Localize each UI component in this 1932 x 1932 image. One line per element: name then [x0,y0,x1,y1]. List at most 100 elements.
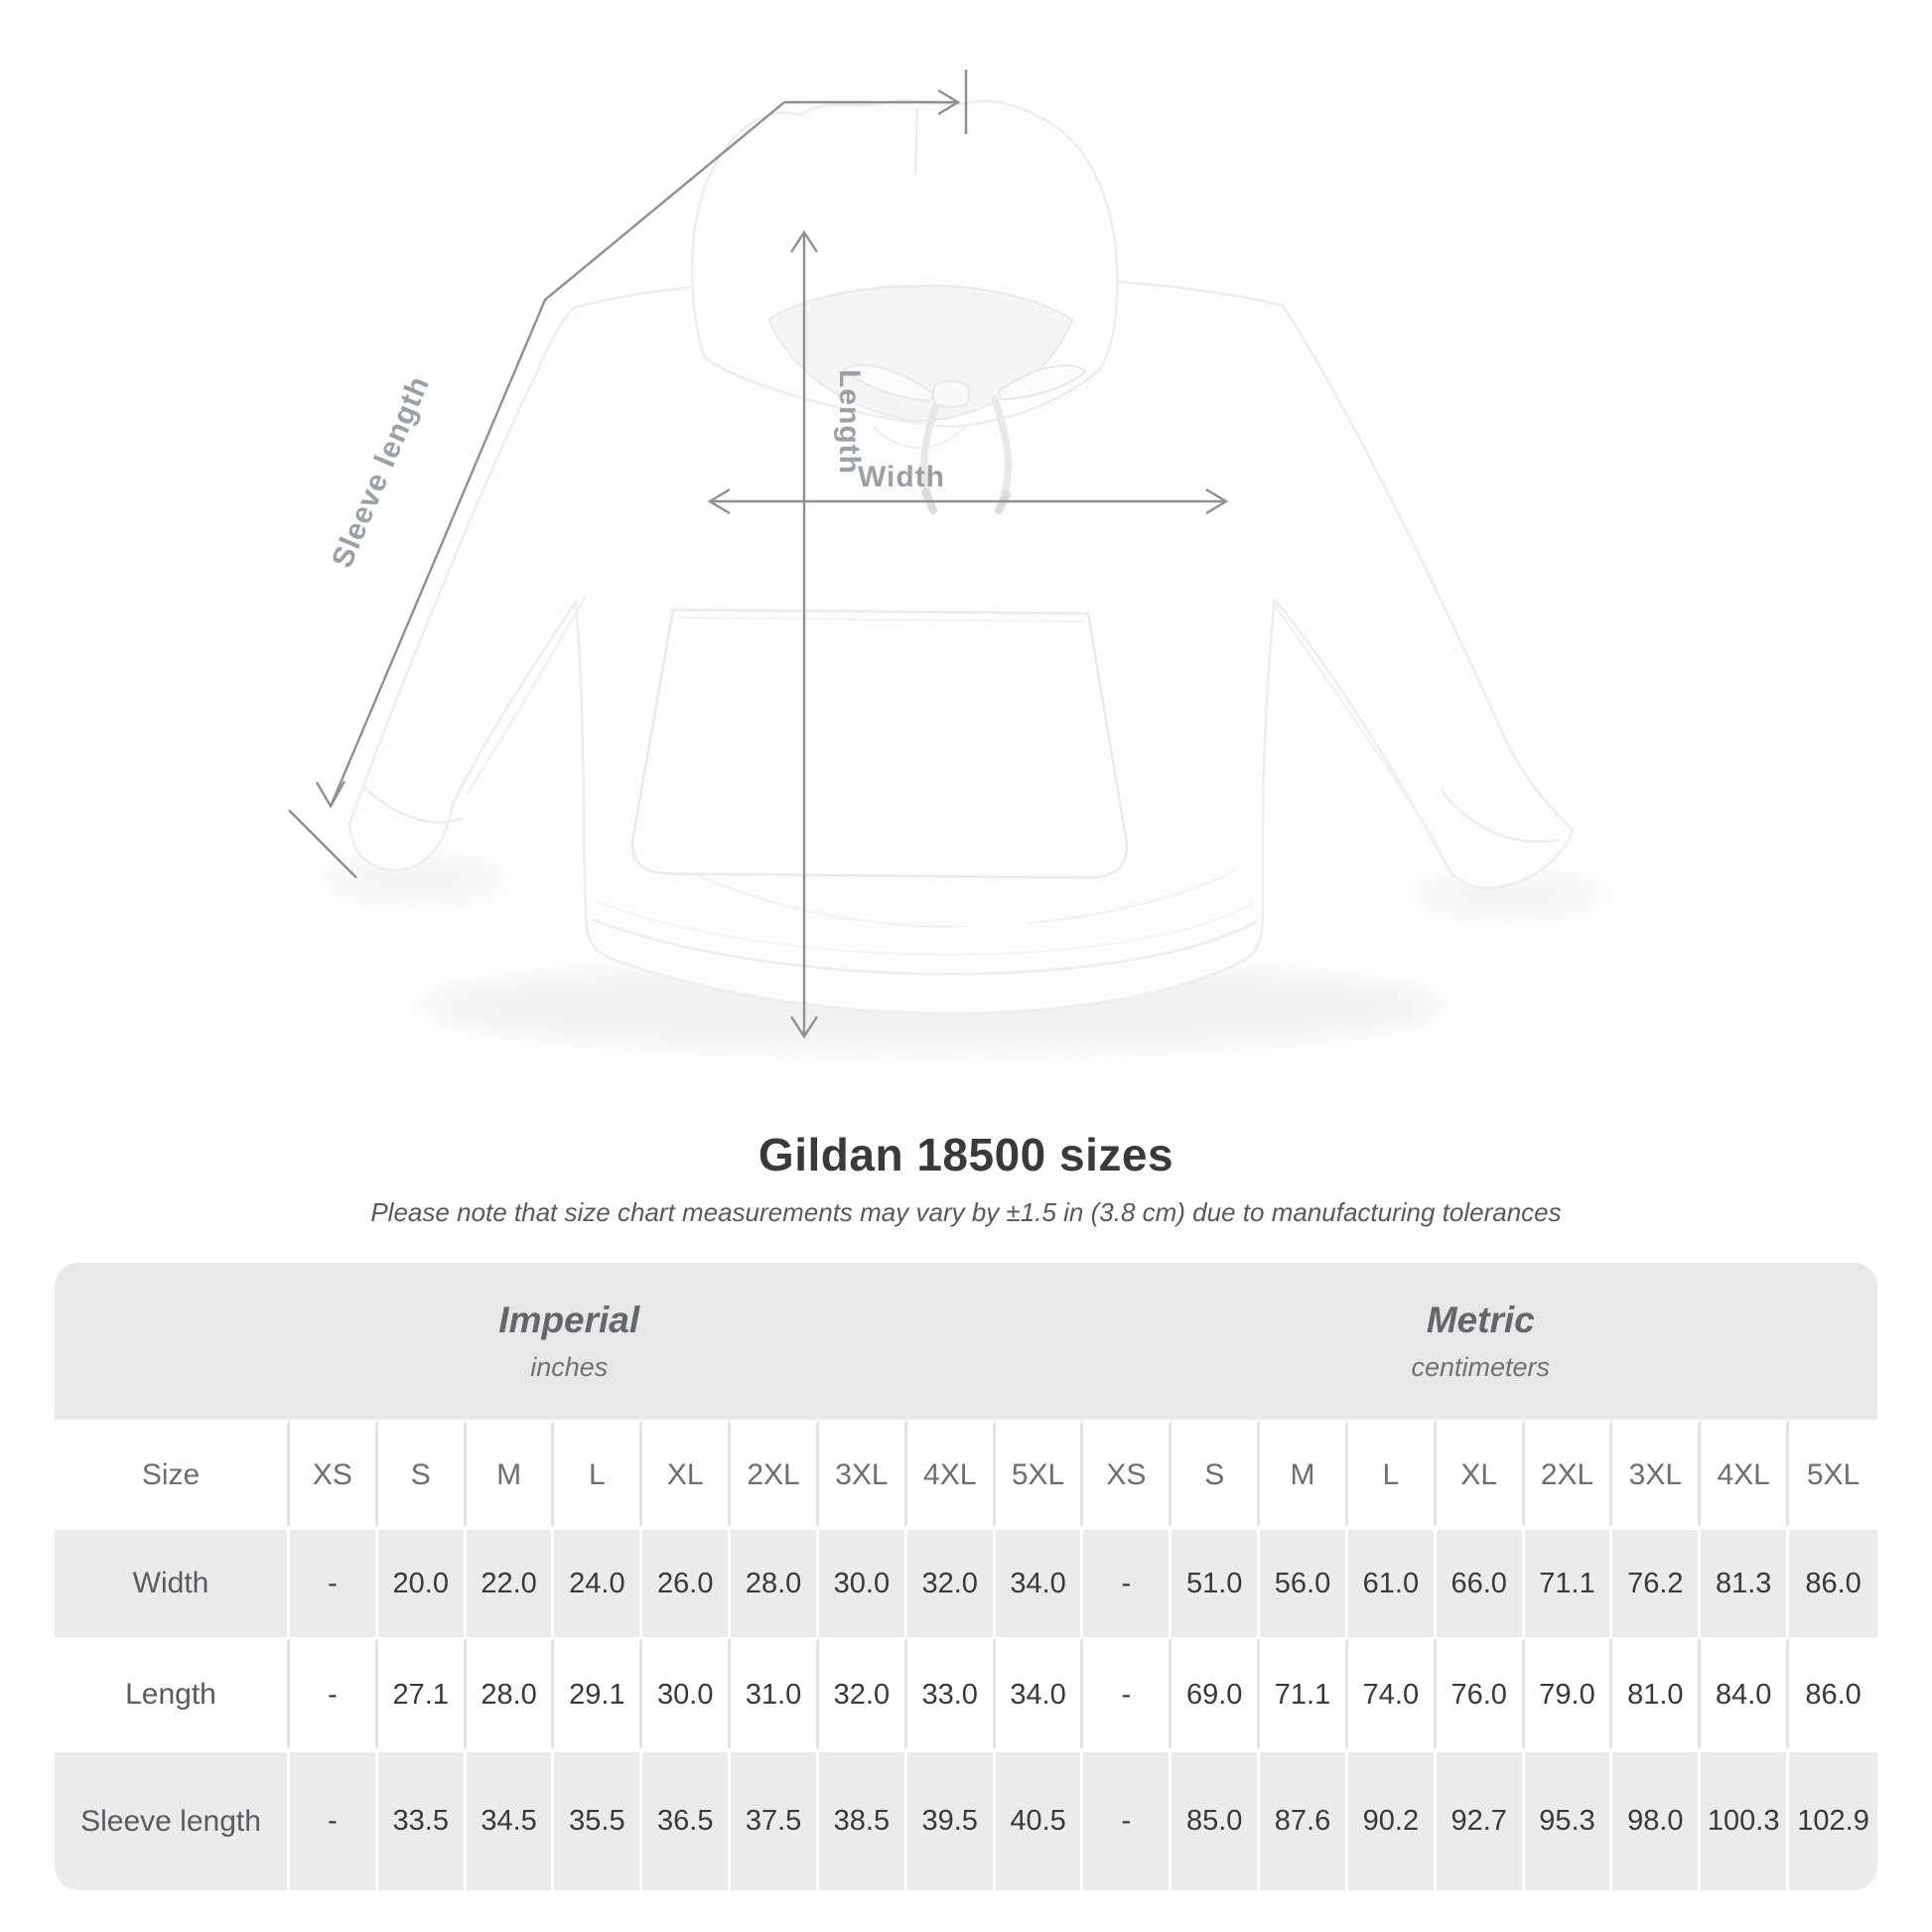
value-cell: 56.0 [1260,1526,1348,1637]
size-col-metric-3xl: 3XL [1612,1420,1702,1526]
value-cell: 37.5 [731,1748,819,1890]
value-cell: 87.6 [1260,1748,1348,1890]
size-col-metric-s: S [1172,1420,1261,1526]
value-cell: 30.0 [818,1526,907,1637]
hood [690,98,1119,449]
value-cell: 102.9 [1789,1748,1877,1890]
unit-group-row: Imperial inches Metric centimeters [55,1263,1877,1420]
value-cell: 24.0 [554,1526,643,1637]
metric-sublabel: centimeters [1411,1352,1550,1382]
value-cell: 71.1 [1524,1526,1613,1637]
size-col-metric-xl: XL [1436,1420,1525,1526]
title-block: Gildan 18500 sizes Please note that size… [0,1128,1932,1228]
size-header-row: Size XS S M L XL 2XL 3XL 4XL 5XL XS S M L XL 2XL 3XL 4XL… [55,1420,1877,1526]
imperial-group-header: Imperial inches [55,1263,1084,1420]
value-cell: 31.0 [731,1637,819,1748]
value-cell: 38.5 [818,1748,907,1890]
metric-group-header: Metric centimeters [1083,1263,1877,1420]
size-col-metric-xs: XS [1083,1420,1173,1526]
value-cell: 76.0 [1436,1637,1525,1748]
value-cell: 100.3 [1701,1748,1790,1890]
width-arrow [707,487,1229,515]
size-col-metric-m: M [1260,1420,1348,1526]
size-col-imperial-2xl: 2XL [731,1420,819,1526]
value-cell: - [290,1526,378,1637]
table-body: Width -20.0 22.0 24.0 26.0 28.0 30.0 32.0 34.0-5… [55,1526,1877,1890]
length-label: Length [833,369,866,475]
value-cell: 69.0 [1172,1637,1261,1748]
value-cell: 28.0 [731,1526,819,1637]
size-col-imperial-xs: XS [290,1420,378,1526]
size-col-metric-2xl: 2XL [1524,1420,1613,1526]
page-title: Gildan 18500 sizes [758,1129,1174,1180]
value-cell: 30.0 [642,1637,732,1748]
size-table: Imperial inches Metric centimeters Size … [55,1263,1877,1890]
value-cell: 33.5 [377,1748,467,1890]
size-col-imperial-xl: XL [642,1420,732,1526]
value-cell: 84.0 [1701,1637,1790,1748]
value-cell: 34.0 [995,1526,1084,1637]
value-cell: 61.0 [1347,1526,1437,1637]
value-cell: 32.0 [906,1526,996,1637]
value-cell: 95.3 [1524,1748,1613,1890]
value-cell: 90.2 [1347,1748,1437,1890]
value-cell: 28.0 [466,1637,555,1748]
value-cell: - [290,1637,378,1748]
table-row-sleeve-length: Sleeve length -33.5 34.5 35.5 36.5 37.5 38.5 39… [55,1748,1877,1890]
value-cell: 51.0 [1172,1526,1261,1637]
value-cell: 40.5 [995,1748,1084,1890]
hoodie-measurement-diagram: Sleeve length Length Width [288,69,1608,1052]
sleeve-length-label: Sleeve length [326,371,436,573]
value-cell: 74.0 [1347,1637,1437,1748]
page-subtitle: Please note that size chart measurements… [370,1197,1562,1227]
value-cell: 34.5 [466,1748,555,1890]
value-cell: - [1083,1748,1173,1890]
value-cell: 79.0 [1524,1637,1613,1748]
value-cell: 85.0 [1172,1748,1261,1890]
size-col-imperial-4xl: 4XL [906,1420,996,1526]
value-cell: 26.0 [642,1526,732,1637]
row-label: Length [55,1637,290,1748]
hoodie-illustration: Sleeve length Length Width [288,69,1608,1052]
value-cell: 32.0 [818,1637,907,1748]
value-cell: 36.5 [642,1748,732,1890]
row-label: Width [55,1526,290,1637]
size-col-metric-4xl: 4XL [1701,1420,1790,1526]
value-cell: 81.3 [1701,1526,1790,1637]
value-cell: 20.0 [377,1526,467,1637]
value-cell: 29.1 [554,1637,643,1748]
value-cell: 34.0 [995,1637,1084,1748]
size-col-imperial-m: M [466,1420,555,1526]
value-cell: - [1083,1526,1173,1637]
table-row-length: Length -27.1 28.0 29.1 30.0 31.0 32.0 33.0 34.0-… [55,1637,1877,1748]
length-arrow [789,229,819,1039]
size-col-metric-l: L [1347,1420,1437,1526]
value-cell: 71.1 [1260,1637,1348,1748]
size-col-imperial-l: L [554,1420,643,1526]
value-cell: 33.0 [906,1637,996,1748]
value-cell: - [290,1748,378,1890]
width-label: Width [858,461,945,493]
row-label: Sleeve length [55,1748,290,1890]
value-cell: 86.0 [1789,1526,1877,1637]
size-table-container: Imperial inches Metric centimeters Size … [55,1263,1877,1890]
size-col-imperial-s: S [377,1420,467,1526]
value-cell: - [1083,1637,1173,1748]
size-col-imperial-3xl: 3XL [818,1420,907,1526]
metric-label: Metric [1426,1300,1535,1340]
value-cell: 27.1 [377,1637,467,1748]
value-cell: 86.0 [1789,1637,1877,1748]
imperial-label: Imperial [498,1300,640,1340]
value-cell: 66.0 [1436,1526,1525,1637]
value-cell: 81.0 [1612,1637,1702,1748]
sleeve-length-arrow [288,69,968,879]
size-col-imperial-5xl: 5XL [995,1420,1084,1526]
value-cell: 22.0 [466,1526,555,1637]
size-col-metric-5xl: 5XL [1789,1420,1877,1526]
table-row-width: Width -20.0 22.0 24.0 26.0 28.0 30.0 32.0 34.0-5… [55,1526,1877,1637]
size-corner-header: Size [55,1420,290,1526]
value-cell: 76.2 [1612,1526,1702,1637]
value-cell: 39.5 [906,1748,996,1890]
value-cell: 35.5 [554,1748,643,1890]
